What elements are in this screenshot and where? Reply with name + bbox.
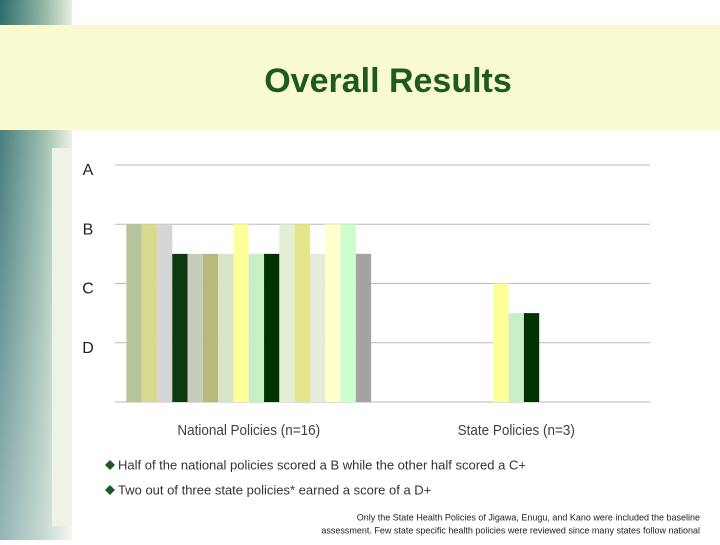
bar xyxy=(508,313,524,402)
footnote: assessment. Few state specific health po… xyxy=(321,525,700,535)
bullet-text: Half of the national policies scored a B… xyxy=(118,457,526,472)
bar xyxy=(202,253,219,402)
y-tick-label: C xyxy=(82,281,94,298)
footnote: Only the State Health Policies of Jigawa… xyxy=(357,512,700,522)
bar xyxy=(493,283,509,402)
bar xyxy=(233,224,249,402)
bar xyxy=(218,253,234,402)
bullet-text: Two out of three state policies* earned … xyxy=(118,482,431,497)
bar xyxy=(126,224,142,402)
bar xyxy=(264,253,280,402)
x-tick-label: National Policies (n=16) xyxy=(177,422,320,439)
bar xyxy=(156,224,173,402)
y-tick-label: B xyxy=(83,221,94,238)
y-tick-label: A xyxy=(83,162,94,179)
bar xyxy=(187,253,203,402)
bar xyxy=(340,224,356,402)
bar xyxy=(141,224,157,402)
bar xyxy=(248,253,265,402)
bar xyxy=(355,253,372,402)
bullet-icon xyxy=(105,460,115,470)
bar xyxy=(523,313,540,402)
slide-title: Overall Results xyxy=(264,62,512,100)
bullet-icon xyxy=(105,485,115,495)
top-margin xyxy=(72,0,720,25)
bar xyxy=(294,224,310,402)
chart-panel-edge xyxy=(52,148,72,526)
bar xyxy=(172,253,188,402)
bar xyxy=(325,224,341,402)
bar xyxy=(309,253,326,402)
y-tick-label: D xyxy=(82,340,94,357)
bar xyxy=(279,224,295,402)
x-tick-label: State Policies (n=3) xyxy=(458,422,575,439)
title-band xyxy=(0,25,720,130)
